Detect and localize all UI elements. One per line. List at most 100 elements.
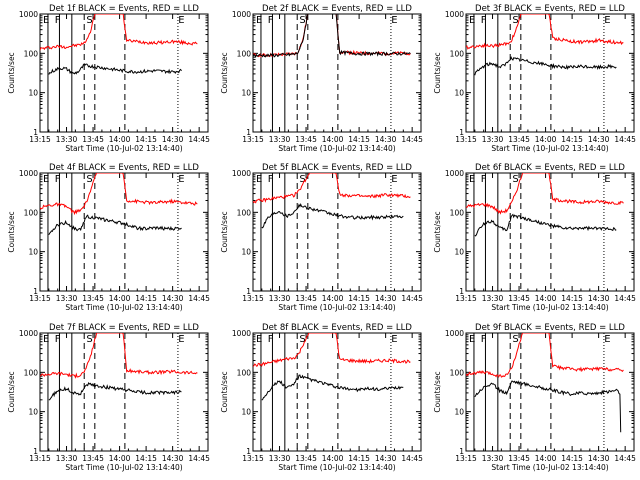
x-tick-label: 13:30 [269,454,291,463]
x-axis-label-9: Start Time (10-Jul-02 13:14:40) [491,463,608,472]
x-axis-label-4: Start Time (10-Jul-02 13:14:40) [65,303,182,312]
flag-letter: F [268,15,274,26]
x-tick-label: 13:30 [482,294,504,303]
y-tick-label: 1 [459,287,464,296]
flag-letter: S [86,334,92,345]
plot-frame-9 [465,332,635,452]
x-tick-label: 13:15 [242,294,264,303]
x-tick-label: 14:30 [162,135,184,144]
y-tick-label: 1 [459,447,464,456]
chart-title-7: Det 7f BLACK = Events, RED = LLD [49,323,199,333]
y-tick-label: 100 [24,49,39,58]
x-tick-label: 14:00 [535,135,557,144]
x-tick-label: 14:45 [188,294,210,303]
chart-title-8: Det 8f BLACK = Events, RED = LLD [262,323,412,333]
series-line-events-det5 [261,202,404,229]
series-line-lld-det9 [466,333,624,378]
flag-letter: E [469,334,475,345]
series-line-lld-det8 [253,333,411,367]
y-axis-label-1: Counts/sec [7,52,16,93]
x-tick-label: 13:45 [82,294,104,303]
x-tick-label: 13:15 [455,454,477,463]
flag-letter: E [256,174,262,185]
series-line-events-det1 [48,63,182,75]
plot-frame-2 [252,13,422,133]
y-tick-label: 1 [33,287,38,296]
x-tick-label: 13:15 [455,135,477,144]
x-tick-label: 14:15 [135,135,157,144]
series-line-lld-det1 [40,14,198,51]
x-tick-label: 14:15 [561,135,583,144]
x-tick-label: 14:30 [375,135,397,144]
x-tick-label: 14:15 [561,294,583,303]
x-tick-label: 14:45 [614,454,636,463]
x-tick-label: 13:45 [508,294,530,303]
x-tick-label: 14:30 [588,135,610,144]
chart-title-6: Det 6f BLACK = Events, RED = LLD [475,163,625,173]
x-tick-label: 14:00 [535,454,557,463]
x-tick-label: 14:15 [348,294,370,303]
x-axis-label-1: Start Time (10-Jul-02 13:14:40) [65,144,182,153]
y-tick-label: 1 [246,128,251,137]
x-tick-label: 13:45 [508,135,530,144]
x-tick-label: 14:45 [614,294,636,303]
x-tick-label: 13:30 [482,135,504,144]
series-line-events-det7 [48,382,182,401]
flag-letter: F [268,334,274,345]
chart-title-1: Det 1f BLACK = Events, RED = LLD [49,4,199,14]
x-tick-label: 14:15 [135,454,157,463]
flag-letter: S [512,334,518,345]
y-tick-label: 1 [459,128,464,137]
flag-letter: S [299,15,305,26]
x-tick-label: 13:45 [295,454,317,463]
y-tick-label: 100 [237,49,252,58]
y-tick-label: 10 [28,408,38,417]
y-tick-label: 100 [24,208,39,217]
x-tick-label: 13:15 [29,135,51,144]
x-tick-label: 13:15 [455,294,477,303]
plot-frame-3 [465,13,635,133]
plot-frame-6 [465,172,635,292]
x-tick-label: 14:30 [162,294,184,303]
chart-title-5: Det 5f BLACK = Events, RED = LLD [262,163,412,173]
x-tick-label: 14:00 [535,294,557,303]
flag-letter: E [256,334,262,345]
x-tick-label: 14:45 [188,454,210,463]
x-tick-label: 14:15 [348,135,370,144]
x-tick-label: 14:45 [401,454,423,463]
series-line-lld-det6 [466,173,624,215]
flag-letter: E [391,15,397,26]
y-tick-label: 10 [454,408,464,417]
x-axis-label-8: Start Time (10-Jul-02 13:14:40) [278,463,395,472]
series-line-events-det3 [474,56,617,76]
flag-letter: E [178,15,184,26]
flag-letter: E [256,15,262,26]
flag-letter: S [299,174,305,185]
series-line-lld-det7 [40,333,198,379]
plot-frame-1 [39,13,209,133]
flag-letter: F [481,15,487,26]
y-tick-label: 1000 [19,169,38,178]
x-tick-label: 14:45 [401,135,423,144]
x-tick-label: 14:30 [588,294,610,303]
plot-frame-7 [39,332,209,452]
chart-title-2: Det 2f BLACK = Events, RED = LLD [262,4,412,14]
y-tick-label: 1000 [232,169,251,178]
x-tick-label: 14:45 [188,135,210,144]
y-tick-label: 10 [28,89,38,98]
chart-title-4: Det 4f BLACK = Events, RED = LLD [49,163,199,173]
series-line-events-det9 [474,380,622,433]
x-axis-label-5: Start Time (10-Jul-02 13:14:40) [278,303,395,312]
x-tick-label: 13:15 [29,454,51,463]
flag-letter: E [178,174,184,185]
flag-letter: E [391,174,397,185]
y-tick-label: 1 [246,287,251,296]
flag-letter: F [55,174,61,185]
y-tick-label: 100 [237,208,252,217]
flag-letter: E [604,15,610,26]
x-tick-label: 14:30 [375,454,397,463]
flag-letter: E [43,174,49,185]
flag-letter: S [512,174,518,185]
y-tick-label: 100 [24,368,39,377]
flag-letter: S [86,15,92,26]
